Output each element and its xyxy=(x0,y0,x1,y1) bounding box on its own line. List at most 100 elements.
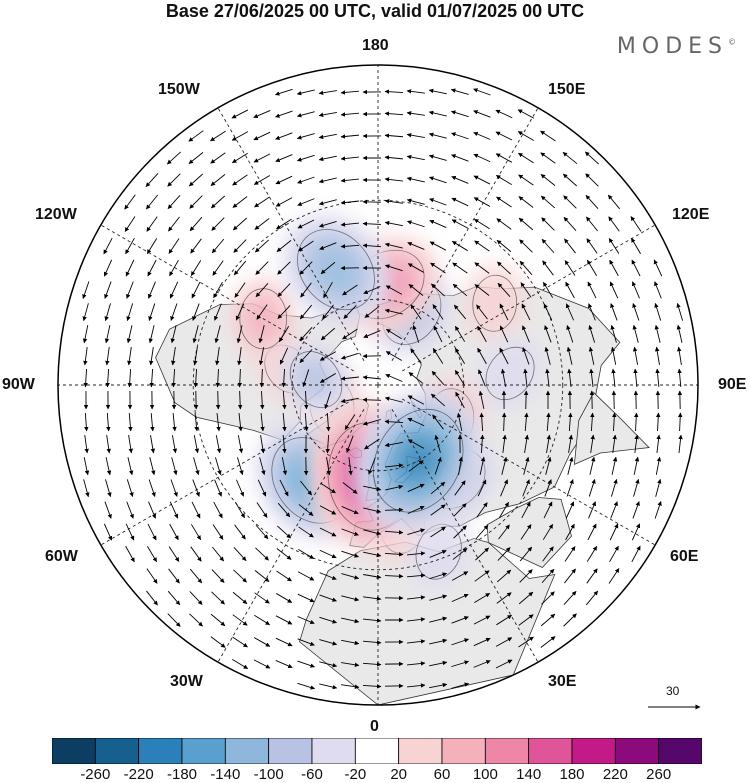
wind-vector xyxy=(407,417,425,427)
wind-vector xyxy=(232,614,248,626)
wind-vector xyxy=(297,571,315,581)
lon-label-120w: 120W xyxy=(35,206,77,223)
wind-vector xyxy=(633,478,640,497)
wind-vector xyxy=(362,662,382,667)
wind-vector xyxy=(171,368,176,388)
wind-vector xyxy=(611,368,616,387)
wind-vector xyxy=(125,545,135,563)
wind-vector xyxy=(148,303,156,321)
wind-vector xyxy=(238,413,243,432)
wind-vector xyxy=(297,593,315,603)
wind-vector xyxy=(300,480,312,496)
wind-vector xyxy=(254,196,270,208)
wind-vector xyxy=(318,199,337,206)
wind-vector xyxy=(562,151,578,165)
wind-vector xyxy=(256,304,268,320)
wind-vector xyxy=(325,434,330,454)
wind-vector xyxy=(563,591,577,605)
wind-vector xyxy=(430,504,446,516)
colorbar-tick-label: -100 xyxy=(253,766,284,783)
wind-vector xyxy=(518,196,534,208)
wind-vector xyxy=(171,435,178,454)
wind-vector xyxy=(362,684,382,689)
wind-vector xyxy=(259,457,266,476)
wind-vector xyxy=(125,523,135,541)
wind-vector xyxy=(655,368,660,388)
wind-vector xyxy=(479,456,486,475)
wind-vector xyxy=(319,616,338,624)
wind-vector xyxy=(213,281,223,299)
wind-vector xyxy=(362,243,382,248)
wind-vector xyxy=(276,548,292,560)
wind-vector xyxy=(431,370,445,386)
wind-vector xyxy=(368,457,376,475)
meridian-330 xyxy=(217,409,365,663)
wind-vector xyxy=(429,550,447,558)
wind-vector xyxy=(434,434,441,453)
wind-vector xyxy=(495,109,513,119)
wind-vector xyxy=(318,133,337,140)
wind-vector xyxy=(630,216,642,232)
wind-vector xyxy=(451,176,469,184)
wind-vector xyxy=(191,281,201,299)
wind-vector xyxy=(541,591,555,605)
wind-vector xyxy=(429,176,447,184)
wind-vector xyxy=(477,479,487,497)
wind-vector xyxy=(408,284,424,296)
wind-vector xyxy=(522,347,530,365)
wind-vector xyxy=(430,526,446,538)
wind-vector xyxy=(473,175,491,185)
wind-vector xyxy=(406,573,426,578)
wind-vector xyxy=(587,281,597,299)
wind-vector xyxy=(145,194,159,210)
wind-vector xyxy=(585,216,599,232)
wind-vector xyxy=(84,412,89,432)
wind-vector xyxy=(237,435,244,454)
wind-vector xyxy=(499,501,509,518)
wind-vector xyxy=(612,412,617,432)
wind-vector xyxy=(633,368,638,387)
wind-vector xyxy=(104,501,112,519)
wind-vector xyxy=(168,216,180,232)
wind-vector xyxy=(254,592,270,604)
wind-vector xyxy=(363,529,382,536)
wind-vector xyxy=(148,501,156,519)
wind-vector xyxy=(451,571,469,581)
wind-vector xyxy=(193,368,198,388)
wind-vector xyxy=(523,368,528,387)
lon-label-180: 180 xyxy=(362,37,389,54)
meridian-210 xyxy=(217,107,365,361)
wind-vector xyxy=(150,412,155,432)
wind-vector xyxy=(235,502,245,519)
wind-vector xyxy=(275,154,293,162)
wind-vector xyxy=(430,393,446,407)
wind-vector xyxy=(523,456,530,475)
colorbar-tick-label: -60 xyxy=(301,766,323,783)
colorbar-tick-label: 20 xyxy=(390,766,407,783)
wind-vector xyxy=(211,569,225,583)
wind-vector xyxy=(232,217,248,231)
wind-vector xyxy=(82,303,89,322)
wind-vector xyxy=(192,479,200,497)
wind-vector xyxy=(543,501,553,519)
wind-vector xyxy=(429,616,448,623)
wind-vector xyxy=(406,89,425,94)
wind-vector xyxy=(452,262,468,274)
wind-vector xyxy=(233,569,247,583)
wind-vector xyxy=(428,110,447,117)
wind-vector xyxy=(318,90,337,96)
wind-vector xyxy=(654,501,662,519)
wind-vector xyxy=(473,153,491,163)
wind-vector xyxy=(83,457,90,476)
wind-vector xyxy=(82,281,90,299)
wind-vector xyxy=(451,616,469,624)
wind-vector xyxy=(297,176,315,184)
wind-vector xyxy=(346,435,354,453)
wind-vector xyxy=(429,219,447,228)
wind-vector xyxy=(299,327,313,341)
wind-vector xyxy=(256,502,268,518)
colorbar-segment xyxy=(658,738,702,764)
wind-vector xyxy=(519,546,533,562)
colorbar-tick-label: -20 xyxy=(344,766,367,783)
colorbar-segment xyxy=(224,738,270,764)
